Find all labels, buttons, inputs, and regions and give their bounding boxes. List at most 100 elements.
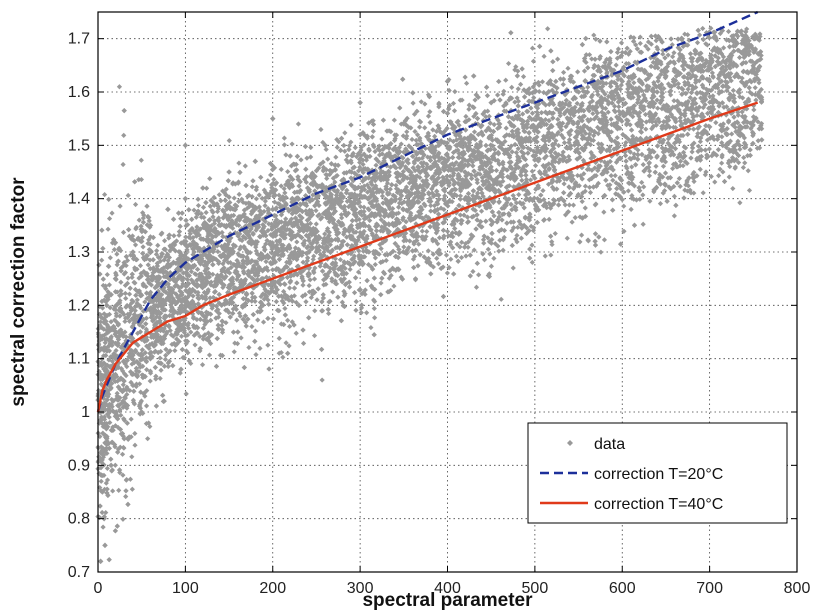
scatter-point (162, 301, 168, 307)
scatter-point (226, 270, 233, 276)
scatter-point (348, 122, 354, 128)
scatter-point (490, 219, 496, 225)
scatter-point (557, 113, 563, 119)
scatter-point (126, 318, 133, 324)
scatter-point (416, 124, 423, 130)
scatter-point (565, 170, 572, 176)
scatter-point (183, 391, 189, 397)
scatter-point (629, 164, 635, 170)
scatter-point (489, 137, 496, 143)
scatter-point (534, 146, 541, 153)
scatter-point (471, 247, 477, 253)
scatter-point (260, 319, 267, 325)
scatter-point (530, 227, 536, 234)
scatter-point (114, 251, 120, 257)
scatter-point (330, 175, 336, 181)
scatter-point (472, 207, 478, 214)
scatter-point (709, 47, 716, 53)
scatter-point (157, 375, 163, 382)
scatter-point (669, 148, 675, 155)
scatter-point (101, 311, 107, 317)
scatter-point (630, 114, 636, 120)
scatter-point (480, 111, 486, 117)
scatter-point (155, 338, 161, 344)
scatter-point (638, 87, 644, 93)
scatter-point (158, 337, 164, 343)
scatter-point (706, 146, 712, 152)
scatter-point (583, 130, 589, 137)
scatter-point (705, 88, 712, 94)
scatter-point (728, 78, 734, 84)
scatter-point (234, 317, 240, 323)
scatter-point (566, 153, 572, 160)
scatter-point (609, 79, 615, 85)
scatter-point (198, 211, 204, 217)
scatter-point (675, 133, 681, 139)
scatter-point (563, 124, 569, 130)
scatter-point (721, 104, 727, 110)
scatter-point (103, 447, 109, 454)
scatter-point (260, 222, 266, 228)
scatter-point (565, 65, 571, 71)
scatter-point (123, 295, 129, 301)
scatter-point (324, 175, 330, 182)
scatter-point (165, 360, 171, 366)
scatter-point (133, 381, 140, 387)
scatter-point (421, 160, 427, 166)
scatter-point (639, 179, 645, 186)
scatter-point (480, 237, 487, 243)
scatter-point (181, 329, 187, 336)
scatter-point (136, 217, 142, 223)
scatter-point (293, 330, 299, 336)
scatter-point (379, 136, 385, 142)
scatter-point (374, 189, 380, 195)
scatter-point (625, 81, 631, 87)
scatter-point (192, 342, 198, 348)
scatter-point (677, 51, 683, 57)
scatter-point (755, 119, 761, 125)
scatter-point (689, 149, 695, 155)
scatter-point (523, 225, 530, 231)
scatter-point (512, 99, 518, 105)
scatter-points (95, 25, 765, 565)
scatter-point (653, 119, 659, 125)
scatter-point (162, 356, 169, 362)
scatter-point (672, 125, 679, 131)
scatter-point (679, 63, 686, 69)
scatter-point (518, 149, 525, 155)
scatter-point (190, 314, 197, 320)
scatter-point (643, 119, 649, 125)
scatter-point (722, 79, 729, 85)
scatter-point (629, 192, 635, 199)
scatter-point (551, 101, 557, 108)
scatter-point (414, 132, 421, 138)
scatter-point (358, 209, 364, 215)
scatter-point (584, 166, 591, 173)
scatter-point (263, 190, 269, 196)
scatter-point (595, 68, 601, 74)
scatter-point (711, 136, 717, 142)
scatter-point (466, 102, 472, 108)
scatter-point (717, 122, 724, 128)
scatter-point (408, 172, 414, 178)
scatter-point (249, 323, 255, 330)
scatter-point (281, 142, 288, 148)
scatter-point (579, 93, 585, 100)
scatter-point (191, 207, 197, 213)
scatter-point (567, 157, 573, 163)
scatter-point (317, 255, 323, 262)
scatter-point (417, 174, 423, 181)
scatter-point (425, 154, 431, 160)
scatter-point (108, 385, 114, 391)
scatter-point (444, 270, 450, 276)
scatter-point (257, 345, 263, 351)
scatter-point (432, 133, 438, 139)
scatter-point (323, 171, 329, 178)
scatter-point (363, 157, 370, 163)
scatter-point (209, 257, 215, 263)
scatter-point (669, 42, 675, 48)
scatter-point (136, 322, 143, 328)
scatter-point (310, 256, 316, 263)
scatter-point (110, 488, 116, 494)
